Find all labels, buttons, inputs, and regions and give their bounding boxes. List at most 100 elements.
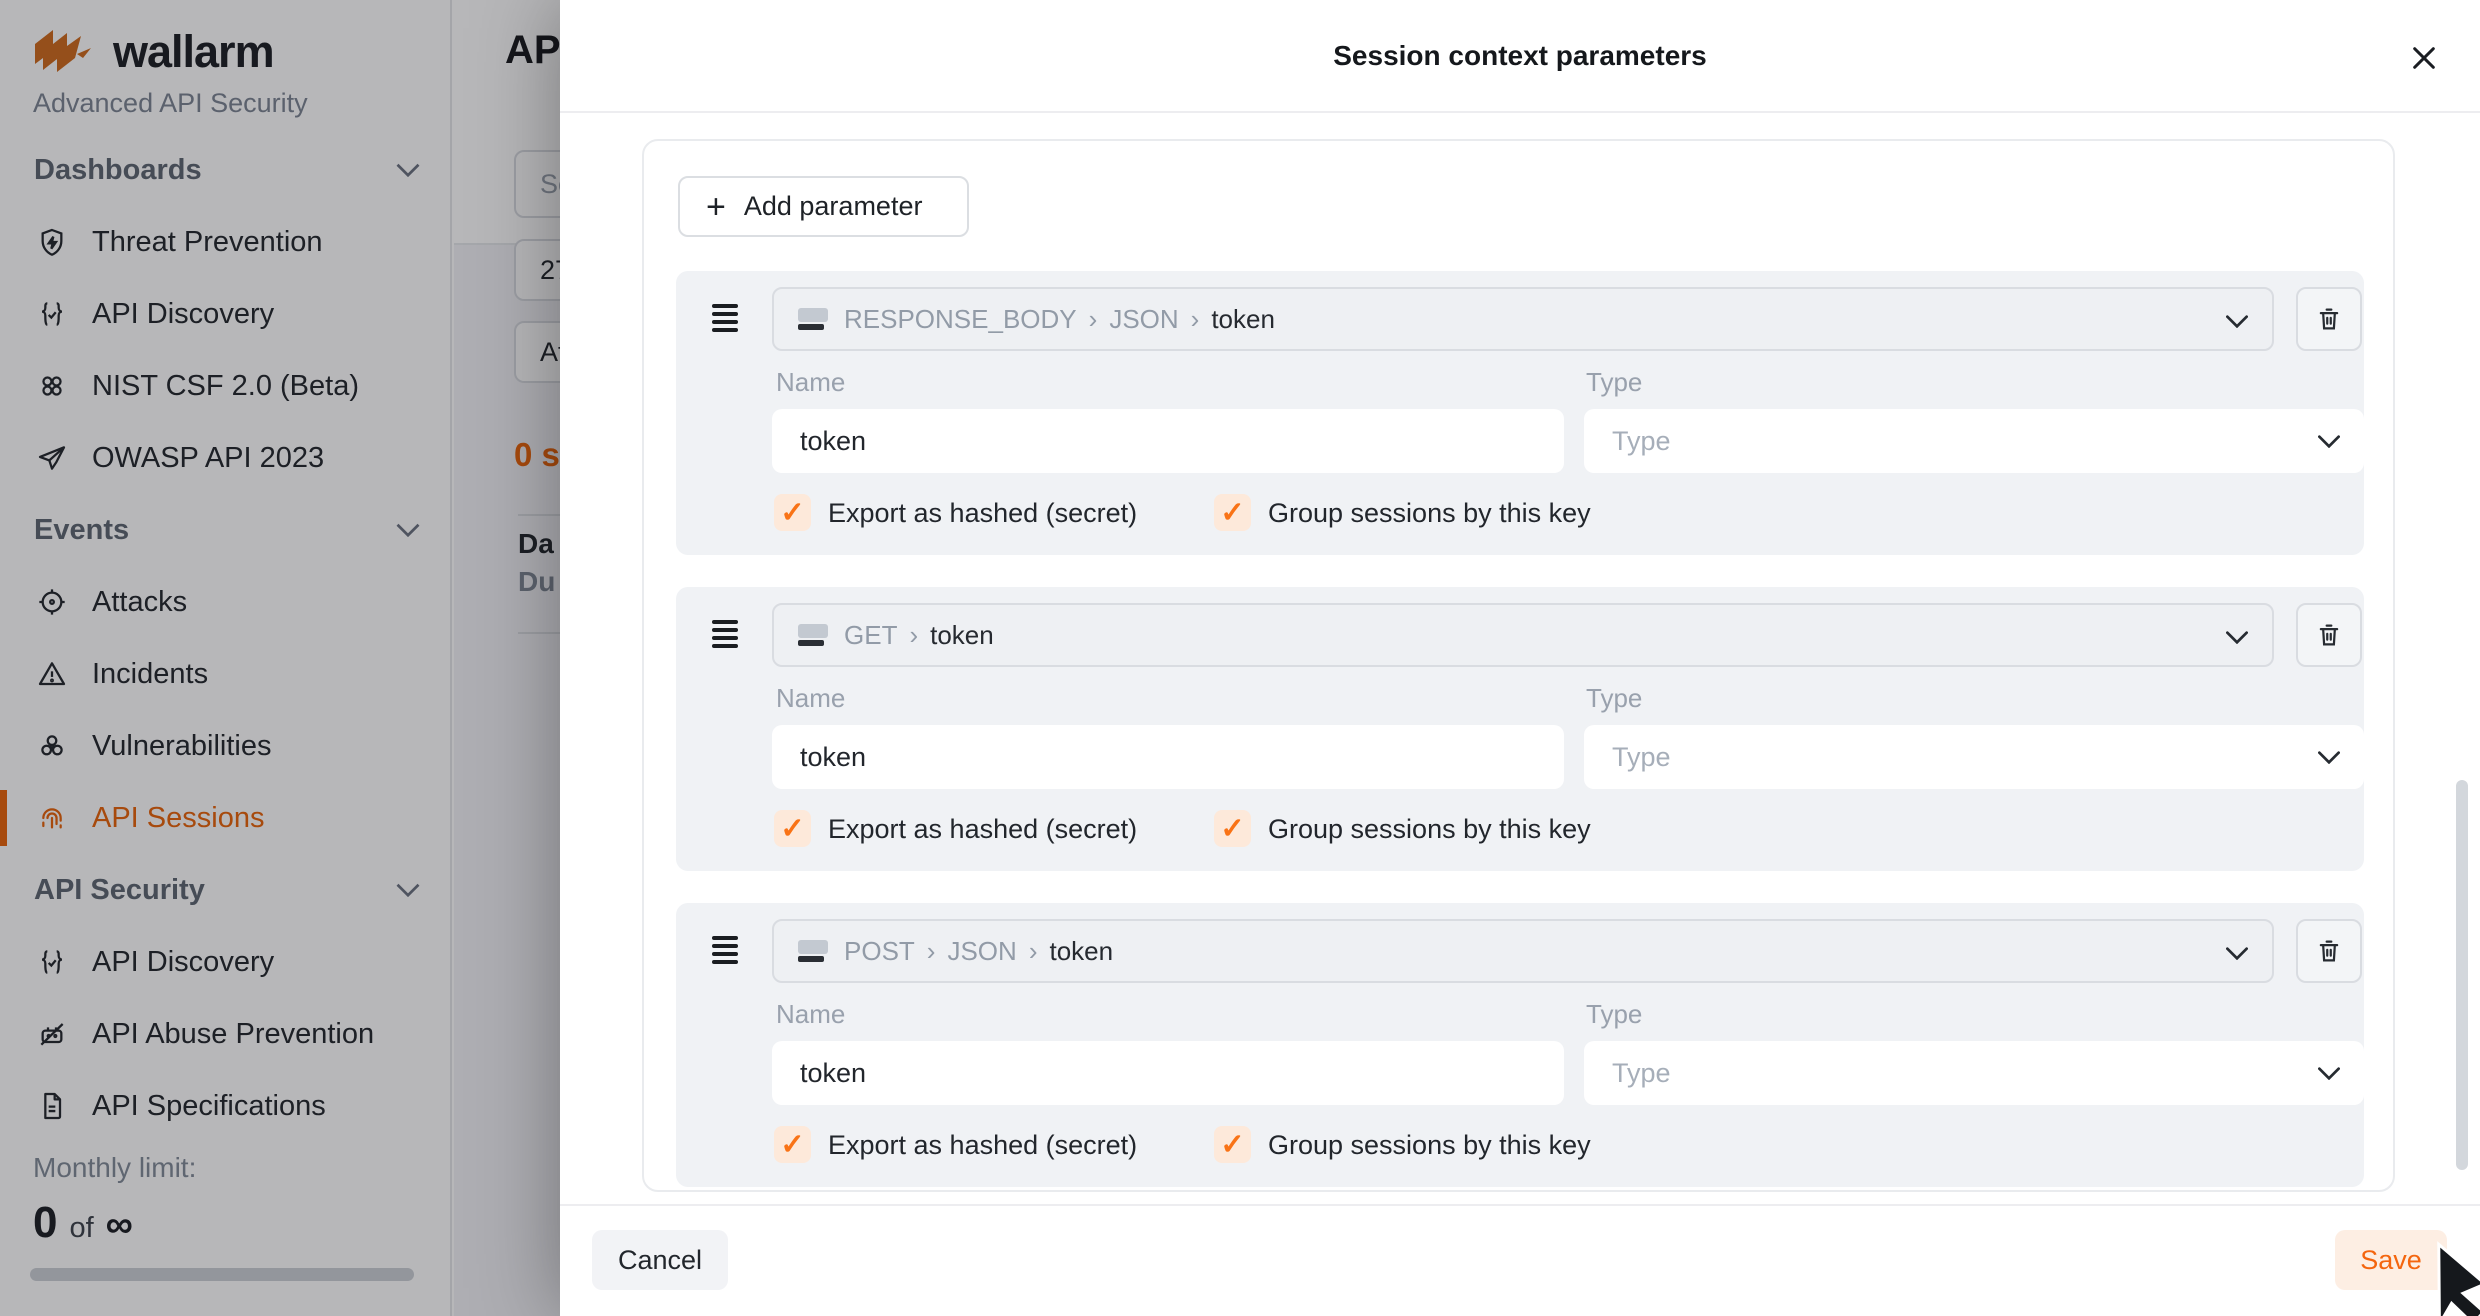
drag-handle-icon[interactable] (712, 304, 738, 336)
name-field[interactable] (772, 1041, 1564, 1105)
modal-title: Session context parameters (1333, 40, 1707, 71)
clover-icon (34, 370, 70, 402)
name-field[interactable] (772, 409, 1564, 473)
group-sessions-label: Group sessions by this key (1268, 1130, 1591, 1160)
check-icon: ✓ (780, 813, 805, 845)
sidebar-item-attacks[interactable]: Attacks (0, 566, 450, 638)
trash-icon (2319, 308, 2339, 330)
name-label: Name (776, 999, 846, 1029)
page-title: AP (505, 28, 561, 72)
sessions-count: 0 s (514, 436, 560, 473)
export-hashed-label: Export as hashed (secret) (828, 1130, 1138, 1160)
export-hashed-label: Export as hashed (secret) (828, 498, 1138, 528)
check-icon: ✓ (1220, 813, 1245, 845)
table-header-cell: Du (518, 566, 556, 597)
logo: wallarm (33, 26, 275, 78)
robot-icon (34, 1018, 70, 1050)
sidebar-item-api-sessions[interactable]: API Sessions (0, 782, 450, 854)
close-button[interactable] (2402, 36, 2446, 80)
group-sessions-checkbox[interactable]: ✓ (1214, 494, 1251, 531)
fingerprint-icon (34, 802, 70, 834)
nav-section-dashboards[interactable]: Dashboards (0, 134, 450, 206)
warning-triangle-icon (34, 658, 70, 690)
plus-icon: + (706, 187, 726, 226)
infinity-symbol: ∞ (105, 1204, 133, 1246)
nav-section-events[interactable]: Events (0, 494, 450, 566)
name-field[interactable] (772, 725, 1564, 789)
check-icon: ✓ (780, 1129, 805, 1161)
delete-parameter-button[interactable] (2296, 287, 2362, 351)
sidebar-item-api-discovery[interactable]: API Discovery (0, 278, 450, 350)
trash-icon (2319, 940, 2339, 962)
logo-text: wallarm (113, 26, 275, 77)
export-hashed-checkbox[interactable]: ✓ (774, 494, 811, 531)
modal-footer: Cancel Save (560, 1204, 2480, 1316)
sidebar-item-nist-csf[interactable]: NIST CSF 2.0 (Beta) (0, 350, 450, 422)
export-hashed-checkbox[interactable]: ✓ (774, 810, 811, 847)
modal-header: Session context parameters (560, 0, 2480, 113)
modal-scrollbar[interactable] (2456, 780, 2468, 1170)
parameter-path-dropdown[interactable]: POST › JSON › token (772, 919, 2274, 983)
sidebar-item-api-abuse-prevention[interactable]: API Abuse Prevention (0, 998, 450, 1070)
mouse-cursor-icon (2437, 1241, 2480, 1316)
table-header-cell: Da (518, 528, 554, 559)
group-sessions-checkbox[interactable]: ✓ (1214, 1126, 1251, 1163)
chevron-down-icon (2226, 631, 2248, 644)
group-sessions-checkbox[interactable]: ✓ (1214, 810, 1251, 847)
sidebar-item-api-discovery-2[interactable]: API Discovery (0, 926, 450, 998)
parameter-path-dropdown[interactable]: GET › token (772, 603, 2274, 667)
sidebar-item-vulnerabilities[interactable]: Vulnerabilities (0, 710, 450, 782)
drag-handle-icon[interactable] (712, 936, 738, 968)
sidebar-item-threat-prevention[interactable]: Threat Prevention (0, 206, 450, 278)
parameter-path: GET › token (844, 619, 994, 650)
nav-section-api-security[interactable]: API Security (0, 854, 450, 926)
chevron-down-icon (396, 883, 420, 897)
name-label: Name (776, 367, 846, 397)
check-icon: ✓ (780, 497, 805, 529)
type-label: Type (1586, 683, 1643, 713)
export-hashed-checkbox[interactable]: ✓ (774, 1126, 811, 1163)
wallarm-logo-icon (35, 30, 91, 72)
braces-check-icon (34, 946, 70, 978)
trash-icon (2319, 624, 2339, 646)
parameter-path: POST › JSON › token (844, 935, 1114, 966)
client-source-icon (798, 939, 828, 963)
type-select[interactable]: Type (1584, 725, 2364, 789)
client-source-icon (798, 307, 828, 331)
chevron-down-icon (2318, 435, 2340, 448)
close-icon (2413, 47, 2435, 69)
cancel-button[interactable]: Cancel (592, 1230, 728, 1290)
type-label: Type (1586, 367, 1643, 397)
biohazard-icon (34, 730, 70, 762)
save-button[interactable]: Save (2335, 1230, 2447, 1290)
chevron-down-icon (396, 523, 420, 537)
document-icon (34, 1090, 70, 1122)
target-icon (34, 586, 70, 618)
parameter-card: RESPONSE_BODY›JSON›token Name Type Type … (676, 271, 2364, 555)
sidebar: wallarm Advanced API Security Dashboards… (0, 0, 452, 1316)
client-source-icon (798, 623, 828, 647)
add-parameter-button[interactable]: + Add parameter (678, 176, 969, 237)
drag-handle-icon[interactable] (712, 620, 738, 652)
sidebar-item-owasp-api[interactable]: OWASP API 2023 (0, 422, 450, 494)
type-label: Type (1586, 999, 1643, 1029)
parameter-card: POST›JSON›token Name Type Type ✓ Export … (676, 903, 2364, 1187)
product-subtitle: Advanced API Security (33, 88, 308, 118)
sidebar-nav: Dashboards Threat Prevention API Discove… (0, 134, 450, 1142)
chevron-down-icon (2318, 751, 2340, 764)
sidebar-item-api-specifications[interactable]: API Specifications (0, 1070, 450, 1142)
type-select[interactable]: Type (1584, 409, 2364, 473)
delete-parameter-button[interactable] (2296, 919, 2362, 983)
chevron-down-icon (2318, 1067, 2340, 1080)
group-sessions-label: Group sessions by this key (1268, 814, 1591, 844)
paper-plane-icon (34, 442, 70, 474)
name-label: Name (776, 683, 846, 713)
parameter-path-dropdown[interactable]: RESPONSE_BODY › JSON › token (772, 287, 2274, 351)
check-icon: ✓ (1220, 497, 1245, 529)
chevron-down-icon (396, 163, 420, 177)
type-select[interactable]: Type (1584, 1041, 2364, 1105)
delete-parameter-button[interactable] (2296, 603, 2362, 667)
parameter-path: RESPONSE_BODY › JSON › token (844, 303, 1275, 334)
sidebar-item-incidents[interactable]: Incidents (0, 638, 450, 710)
